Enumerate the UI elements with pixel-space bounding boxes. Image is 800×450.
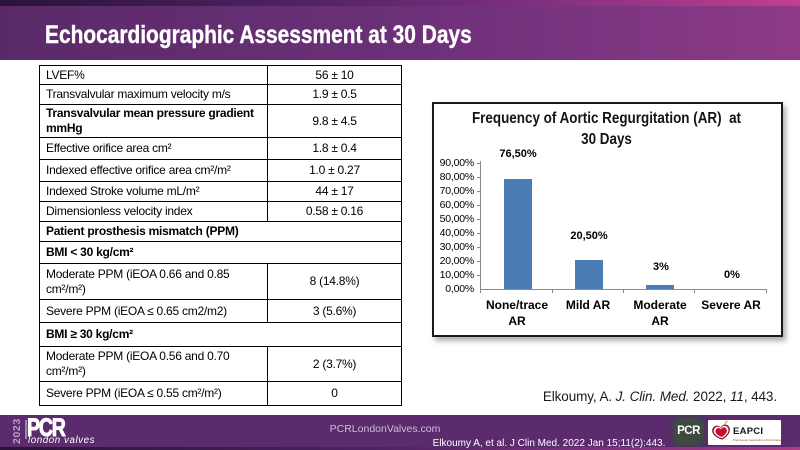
- svg-text:♥ European Association of Perc: ♥ European Association of Percutaneous C…: [733, 438, 781, 442]
- svg-text:EAPCI: EAPCI: [733, 425, 763, 436]
